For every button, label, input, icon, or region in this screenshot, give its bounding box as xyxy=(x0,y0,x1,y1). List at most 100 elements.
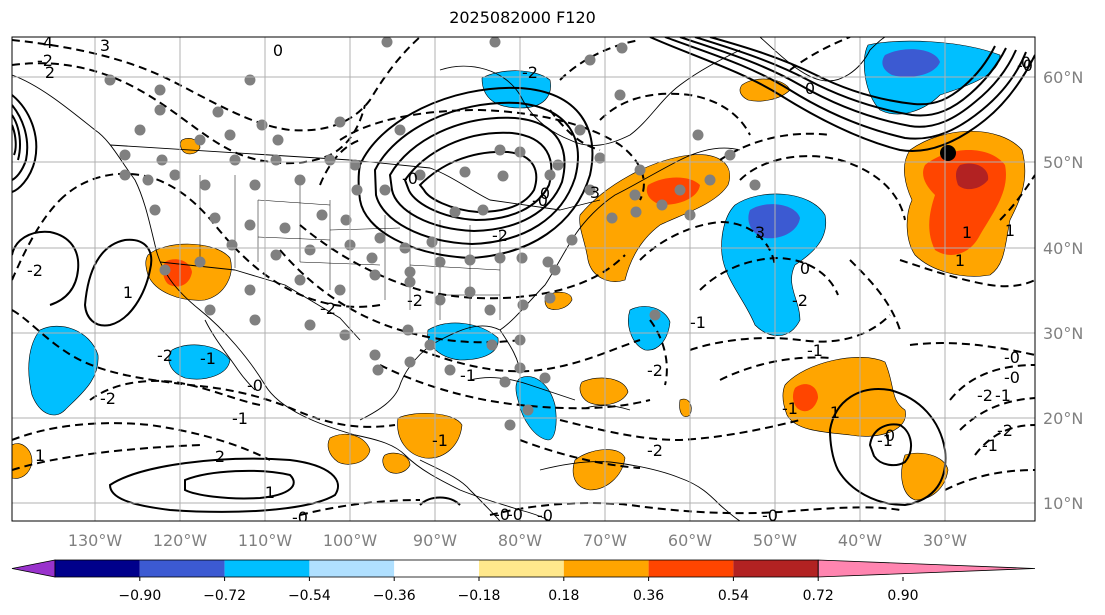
dashed-contour xyxy=(719,132,831,161)
contour-label: -2 xyxy=(492,226,508,245)
dashed-contour xyxy=(899,259,1035,288)
contour-label: 3 xyxy=(755,223,765,242)
contour-label: -0 xyxy=(402,169,418,188)
station-dots xyxy=(104,37,761,431)
blue-area-caribbean xyxy=(515,376,557,441)
contour-label: -1 xyxy=(982,436,998,455)
dashed-contour xyxy=(949,364,1035,401)
darkred-core-northatlantic xyxy=(955,163,989,190)
colorbar-tick-label: 0.36 xyxy=(633,588,664,604)
station-dot xyxy=(434,294,446,306)
station-dot xyxy=(724,149,736,161)
station-dot xyxy=(279,222,291,234)
station-dot xyxy=(749,179,761,191)
lat-tick-label: 50°N xyxy=(1043,153,1083,172)
station-dot xyxy=(404,276,416,288)
colorbar-segment xyxy=(733,560,819,577)
contour-label: -1 xyxy=(200,349,216,368)
lat-tick-label: 30°N xyxy=(1043,324,1083,343)
contour-label: -0 xyxy=(494,505,510,524)
station-dot xyxy=(149,204,161,216)
contour-label: -2 xyxy=(37,51,53,70)
contour-label: -0 xyxy=(1004,368,1020,387)
dashed-contour xyxy=(789,37,851,71)
station-dot xyxy=(119,149,131,161)
coastline-cuba xyxy=(469,377,576,401)
station-dot xyxy=(134,124,146,136)
station-dot xyxy=(381,37,393,48)
station-dot xyxy=(374,232,386,244)
colorbar-segment xyxy=(479,560,564,577)
dashed-contour xyxy=(12,444,201,471)
orange-area-westcoast xyxy=(12,443,33,479)
colorbar-outline xyxy=(54,559,819,578)
station-dot xyxy=(486,339,498,351)
blue-area-mid-atlantic xyxy=(721,193,827,336)
dashed-contour xyxy=(279,249,521,344)
station-dot xyxy=(544,169,556,181)
coastline-baja xyxy=(204,319,256,391)
latitude-labels: 60°N 50°N 40°N 30°N 20°N 10°N xyxy=(1043,68,1083,513)
dashed-contour xyxy=(599,92,751,136)
contour-lines xyxy=(12,37,1035,513)
dashed-contour xyxy=(12,422,271,461)
station-dot xyxy=(226,239,238,251)
contour-label: 4 xyxy=(43,33,53,52)
station-dot xyxy=(119,169,131,181)
plot-title: 2025082000 F120 xyxy=(449,8,596,27)
dashed-contour xyxy=(489,502,901,516)
blue-area-atlantic-small xyxy=(628,306,671,351)
coastline-south-america xyxy=(539,461,741,521)
colorbar-tick-label: −0.18 xyxy=(458,588,501,604)
station-dot xyxy=(656,199,668,211)
solid-contour xyxy=(679,37,1017,128)
dashed-contour xyxy=(519,439,641,469)
dashed-contour xyxy=(559,419,801,442)
contour-label: 1 xyxy=(35,446,45,465)
dashed-contour xyxy=(559,39,641,81)
contour-label: -1 xyxy=(995,386,1011,405)
coastline-hudson-bay xyxy=(439,49,741,146)
colorbar-tick-label: −0.90 xyxy=(118,588,161,604)
dashed-contour xyxy=(649,319,668,386)
colorbar-tick-label: 0.90 xyxy=(887,588,918,604)
blue-area-mexico xyxy=(168,344,231,380)
station-dot xyxy=(489,37,501,48)
contour-label: -1 xyxy=(432,431,448,450)
dashed-contour xyxy=(849,259,901,331)
contour-label: 1 xyxy=(123,283,133,302)
station-dot xyxy=(256,119,268,131)
contour-label: 0 xyxy=(1021,53,1031,72)
blue-core-northeast xyxy=(882,49,940,77)
lon-tick-label: 40°W xyxy=(838,531,882,550)
station-dot xyxy=(349,159,361,171)
blue-core-mid-atlantic xyxy=(748,204,800,239)
solid-contour xyxy=(828,388,947,507)
station-dot xyxy=(366,252,378,264)
contour-label: -2 xyxy=(997,421,1013,440)
station-dot xyxy=(334,116,346,128)
solid-contour xyxy=(388,116,566,233)
station-dot xyxy=(434,256,446,268)
contour-label: -0 xyxy=(762,506,778,525)
solid-contour xyxy=(12,124,17,156)
dashed-contour xyxy=(639,220,776,266)
station-dot xyxy=(324,154,336,166)
solid-contour xyxy=(664,37,1027,140)
solid-contours-north-atlantic xyxy=(12,37,1035,327)
solid-contour xyxy=(694,37,1007,117)
contour-label: 0 xyxy=(540,184,550,203)
colorbar-segment xyxy=(648,560,734,577)
contour-label: -0 xyxy=(1004,348,1020,367)
station-dot xyxy=(630,206,642,218)
station-dot xyxy=(692,129,704,141)
solid-contour xyxy=(184,469,295,500)
contour-label: 1 xyxy=(962,223,972,242)
station-dot xyxy=(634,164,646,176)
solid-contour xyxy=(418,150,538,214)
station-dot xyxy=(249,179,261,191)
orange-area-atlantic-small xyxy=(579,377,629,406)
contour-label: 0 xyxy=(273,41,283,60)
station-dot xyxy=(517,299,529,311)
